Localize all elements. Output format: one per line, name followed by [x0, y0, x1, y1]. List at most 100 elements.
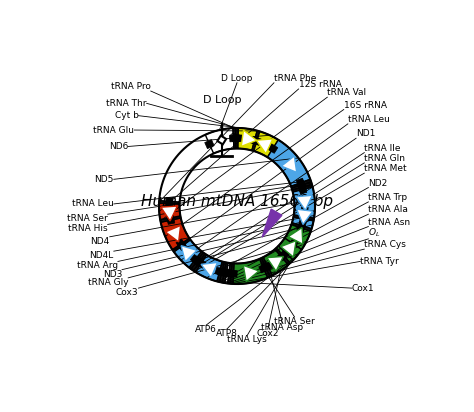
Polygon shape [191, 253, 205, 271]
Text: ND3: ND3 [103, 269, 122, 279]
Polygon shape [288, 239, 298, 249]
Polygon shape [225, 263, 230, 283]
Text: tRNA Ala: tRNA Ala [368, 205, 408, 214]
Polygon shape [298, 183, 306, 192]
Polygon shape [243, 265, 259, 281]
Text: Human mtDNA 16569 bp: Human mtDNA 16569 bp [141, 194, 333, 209]
Text: Cox3: Cox3 [116, 288, 138, 297]
Polygon shape [300, 213, 308, 221]
Text: 12S rRNA: 12S rRNA [299, 80, 341, 89]
Text: tRNA Leu: tRNA Leu [72, 199, 114, 208]
Polygon shape [268, 144, 278, 153]
Polygon shape [276, 246, 293, 263]
Polygon shape [192, 256, 202, 266]
Polygon shape [296, 195, 312, 210]
Text: ND6: ND6 [109, 142, 128, 151]
Polygon shape [293, 187, 315, 211]
Polygon shape [236, 128, 238, 148]
Polygon shape [263, 262, 273, 271]
Polygon shape [160, 216, 181, 222]
Text: ND1: ND1 [356, 129, 375, 138]
Polygon shape [222, 269, 230, 277]
Text: tRNA Arg: tRNA Arg [77, 262, 118, 270]
Text: tRNA Phe: tRNA Phe [274, 74, 316, 83]
Text: Cox2: Cox2 [256, 329, 279, 338]
Text: D Loop: D Loop [221, 74, 253, 83]
Polygon shape [189, 251, 203, 269]
Polygon shape [165, 225, 181, 242]
Polygon shape [241, 130, 256, 147]
Text: ATP8: ATP8 [216, 329, 237, 338]
Polygon shape [299, 185, 307, 194]
Polygon shape [227, 270, 235, 277]
Polygon shape [225, 269, 233, 277]
Text: tRNA Tyr: tRNA Tyr [360, 257, 399, 266]
Text: tRNA Leu: tRNA Leu [348, 115, 390, 124]
Text: tRNA Thr: tRNA Thr [106, 99, 146, 108]
Text: tRNA Cys: tRNA Cys [365, 240, 406, 249]
Text: ATP6: ATP6 [195, 325, 217, 334]
Polygon shape [291, 179, 311, 188]
Text: tRNA Ile: tRNA Ile [365, 144, 401, 152]
Polygon shape [215, 267, 224, 276]
Text: $O_L$: $O_L$ [368, 226, 381, 239]
Polygon shape [193, 254, 207, 272]
Polygon shape [218, 268, 226, 276]
Polygon shape [229, 270, 237, 277]
Polygon shape [276, 252, 286, 262]
Polygon shape [233, 128, 236, 149]
Polygon shape [166, 197, 173, 205]
Text: tRNA Asn: tRNA Asn [368, 218, 410, 227]
Polygon shape [235, 135, 242, 142]
Polygon shape [238, 128, 257, 150]
Text: tRNA Asp: tRNA Asp [261, 323, 303, 332]
Polygon shape [220, 269, 228, 276]
Polygon shape [296, 178, 305, 187]
Polygon shape [201, 262, 218, 278]
Polygon shape [228, 263, 232, 284]
Polygon shape [294, 210, 315, 218]
Text: ND4L: ND4L [90, 251, 114, 260]
Polygon shape [196, 259, 206, 268]
Text: tRNA Gln: tRNA Gln [365, 154, 405, 163]
Polygon shape [161, 218, 189, 250]
Polygon shape [292, 185, 313, 192]
Polygon shape [259, 258, 270, 278]
Text: ND5: ND5 [94, 175, 114, 184]
Text: tRNA His: tRNA His [68, 225, 108, 234]
Polygon shape [297, 223, 305, 233]
Polygon shape [288, 227, 303, 244]
Polygon shape [298, 221, 306, 230]
Polygon shape [194, 258, 204, 267]
Text: tRNA Gly: tRNA Gly [88, 278, 128, 287]
Polygon shape [293, 215, 314, 221]
Polygon shape [166, 200, 173, 208]
Polygon shape [278, 250, 288, 260]
Polygon shape [222, 262, 228, 283]
Text: D Loop: D Loop [202, 95, 241, 105]
Polygon shape [219, 262, 226, 283]
Polygon shape [167, 216, 175, 225]
Text: tRNA Ser: tRNA Ser [67, 214, 108, 223]
Polygon shape [191, 255, 200, 264]
Text: ND4: ND4 [91, 237, 109, 246]
Text: Cyt b: Cyt b [115, 111, 138, 120]
Polygon shape [282, 156, 297, 172]
Polygon shape [267, 256, 283, 271]
Text: ND2: ND2 [368, 178, 388, 187]
Polygon shape [233, 259, 267, 284]
Polygon shape [252, 131, 260, 151]
Polygon shape [281, 248, 291, 258]
Polygon shape [281, 241, 296, 257]
Polygon shape [267, 140, 310, 186]
Polygon shape [250, 136, 259, 145]
Polygon shape [218, 136, 226, 144]
Polygon shape [252, 137, 261, 145]
Text: Cox1: Cox1 [352, 283, 374, 293]
Polygon shape [285, 225, 311, 250]
Polygon shape [217, 262, 224, 282]
Text: tRNA Pro: tRNA Pro [111, 82, 151, 91]
Polygon shape [262, 209, 282, 237]
Text: tRNA Val: tRNA Val [328, 88, 366, 97]
Polygon shape [196, 255, 222, 281]
